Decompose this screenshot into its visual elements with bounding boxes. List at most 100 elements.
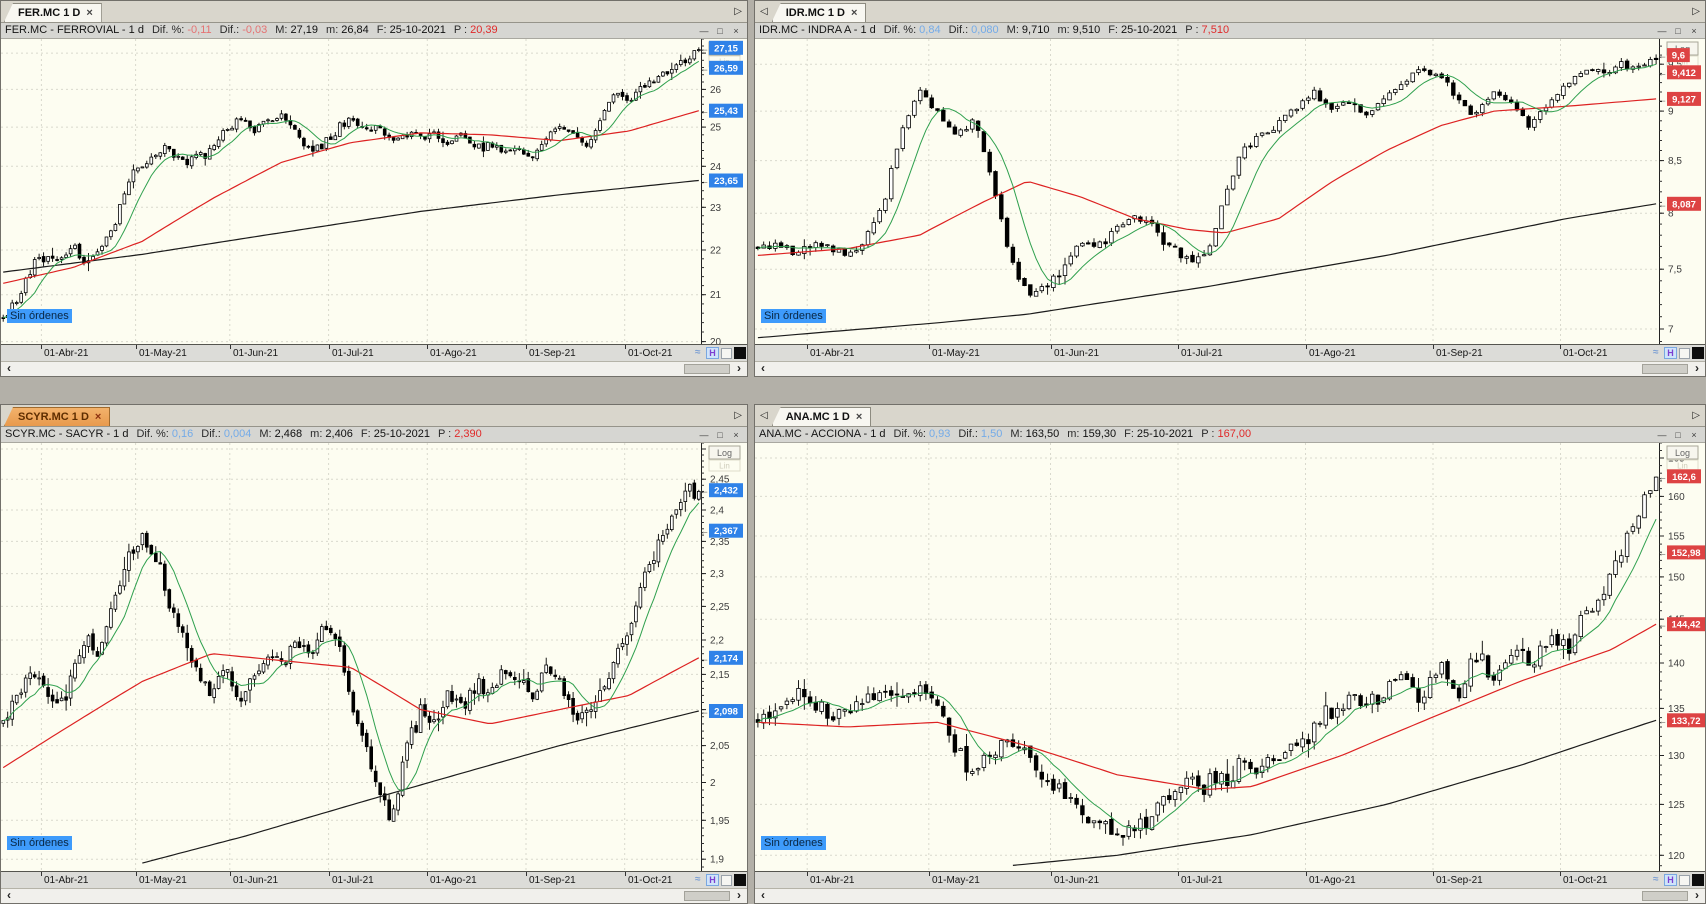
page-icon[interactable] <box>721 347 732 359</box>
price-tick-label: 8,5 <box>1668 156 1682 167</box>
price-tick-label: 150 <box>1668 572 1685 583</box>
horizontal-scrollbar[interactable]: ‹ › <box>755 888 1705 903</box>
chart-area[interactable]: 2,52,452,42,352,32,252,22,152,12,0521,95… <box>1 443 747 871</box>
grid-lines <box>1 39 701 344</box>
page-icon[interactable] <box>721 874 732 886</box>
tab-ana[interactable]: ANA.MC 1 D × <box>771 407 872 426</box>
wave-icon[interactable]: ≈ <box>694 347 701 358</box>
info-field-value: 2,390 <box>454 428 482 440</box>
info-field-value: 0,93 <box>928 428 951 440</box>
price-marker-arrow-icon: ← <box>700 176 709 186</box>
tab-nav-right-icon[interactable]: ▷ <box>1692 410 1700 421</box>
tab-bar: SCYR.MC 1 D × ▷ <box>1 405 747 427</box>
tab-nav-left-icon[interactable]: ◁ <box>760 410 768 421</box>
tab-close-icon[interactable]: × <box>86 7 93 19</box>
chart-area[interactable]: 165160155150145140135130125120LogLin←162… <box>755 443 1705 871</box>
wave-icon[interactable]: ≈ <box>1652 874 1659 885</box>
scroll-right-arrow[interactable]: › <box>1695 888 1699 902</box>
date-tick-label: 01-Sep-21 <box>1436 875 1483 886</box>
price-tick-label: 2,35 <box>710 537 730 548</box>
horizontal-scrollbar[interactable]: ‹ › <box>1 361 747 376</box>
info-field: M: 2,468 <box>259 427 302 442</box>
tab-label: FER.MC 1 D <box>18 7 81 19</box>
minimize-button[interactable]: — <box>699 429 709 440</box>
chart-area[interactable]: 9,598,587,57LogLin←9,6←9,412←9,127←8,087… <box>755 39 1705 344</box>
save-icon[interactable]: H <box>1664 874 1677 886</box>
tab-idr[interactable]: IDR.MC 1 D × <box>771 3 867 22</box>
price-chart-svg[interactable]: 2,52,452,42,352,32,252,22,152,12,0521,95… <box>1 443 747 871</box>
scroll-left-arrow[interactable]: ‹ <box>7 888 11 902</box>
price-chart-svg[interactable]: 165160155150145140135130125120LogLin←162… <box>755 443 1705 871</box>
scroll-left-arrow[interactable]: ‹ <box>761 888 765 902</box>
info-field: P :167,00 <box>1201 427 1251 442</box>
chart-area[interactable]: 2726252423222120LogLin←27,15←26,59←25,43… <box>1 39 747 344</box>
scroll-right-arrow[interactable]: › <box>1695 361 1699 375</box>
black-square-icon[interactable] <box>734 347 746 359</box>
minimize-button[interactable]: — <box>1657 429 1667 440</box>
close-button[interactable]: × <box>733 429 739 440</box>
ma-long-line <box>757 203 1657 339</box>
maximize-button[interactable]: □ <box>1675 429 1681 440</box>
save-icon[interactable]: H <box>1664 347 1677 359</box>
minimize-button[interactable]: — <box>699 25 709 36</box>
page-icon[interactable] <box>1679 874 1690 886</box>
black-square-icon[interactable] <box>1692 347 1704 359</box>
info-field: F: 25-10-2021 <box>1124 427 1193 442</box>
save-icon[interactable]: H <box>706 874 719 886</box>
wave-icon[interactable]: ≈ <box>694 874 701 885</box>
save-icon[interactable]: H <box>706 347 719 359</box>
chart-window-ana: ◁ ANA.MC 1 D × ▷ ANA.MC - ACCIONA - 1 d Dif. … <box>754 404 1706 904</box>
maximize-button[interactable]: □ <box>717 25 723 36</box>
scroll-thumb[interactable] <box>1642 364 1688 374</box>
price-axis[interactable]: 9,5 9 8,5 8 7,5 7 <box>1659 39 1682 344</box>
scroll-right-arrow[interactable]: › <box>737 361 741 375</box>
tab-close-icon[interactable]: × <box>855 411 863 423</box>
close-button[interactable]: × <box>1691 429 1697 440</box>
maximize-button[interactable]: □ <box>1675 25 1681 36</box>
scroll-left-arrow[interactable]: ‹ <box>761 361 765 375</box>
tab-nav-right-icon[interactable]: ▷ <box>734 6 742 17</box>
tab-close-icon[interactable]: × <box>94 411 102 423</box>
black-square-icon[interactable] <box>1692 874 1704 886</box>
info-field-label: M: <box>259 428 272 440</box>
tab-scyr[interactable]: SCYR.MC 1 D × <box>4 407 111 426</box>
log-scale-button[interactable]: Log Lin <box>1666 445 1699 472</box>
price-marker-value: 9,412 <box>1672 68 1696 79</box>
info-field-label: Dif.: <box>219 24 240 36</box>
scroll-thumb[interactable] <box>684 891 730 901</box>
candles-layer <box>755 54 1659 298</box>
log-scale-button[interactable]: Log Lin <box>708 445 741 472</box>
scroll-left-arrow[interactable]: ‹ <box>7 361 11 375</box>
tab-nav-right-icon[interactable]: ▷ <box>1692 6 1700 17</box>
chart-window-scyr: SCYR.MC 1 D × ▷ SCYR.MC - SACYR - 1 d Dif. %… <box>0 404 748 904</box>
price-chart-svg[interactable]: 9,598,587,57LogLin←9,6←9,412←9,127←8,087 <box>755 39 1705 344</box>
horizontal-scrollbar[interactable]: ‹ › <box>1 888 747 903</box>
price-axis[interactable]: 165160155150145140135130125120 <box>1659 443 1685 871</box>
tab-fer[interactable]: FER.MC 1 D × <box>4 3 102 22</box>
tab-nav-right-icon[interactable]: ▷ <box>734 410 742 421</box>
date-tick <box>1178 345 1179 349</box>
price-tick-label: 20 <box>710 337 722 344</box>
minimize-button[interactable]: — <box>1657 25 1667 36</box>
info-field: m: 2,406 <box>310 427 353 442</box>
scroll-right-arrow[interactable]: › <box>737 888 741 902</box>
maximize-button[interactable]: □ <box>717 429 723 440</box>
wave-icon[interactable]: ≈ <box>1652 347 1659 358</box>
black-square-icon[interactable] <box>734 874 746 886</box>
date-tick <box>427 345 428 349</box>
close-button[interactable]: × <box>1691 25 1697 36</box>
page-icon[interactable] <box>1679 347 1690 359</box>
price-marker: ← 2,174 <box>700 650 743 665</box>
tab-nav-left-icon[interactable]: ◁ <box>760 6 768 17</box>
price-chart-svg[interactable]: 2726252423222120LogLin←27,15←26,59←25,43… <box>1 39 747 344</box>
close-button[interactable]: × <box>733 25 739 36</box>
date-tick <box>1306 345 1307 349</box>
horizontal-scrollbar[interactable]: ‹ › <box>755 361 1705 376</box>
ma-long-line <box>1012 719 1657 866</box>
price-axis[interactable]: 2726252423222120 <box>701 39 722 344</box>
scroll-thumb[interactable] <box>684 364 730 374</box>
scroll-thumb[interactable] <box>1642 891 1688 901</box>
tab-close-icon[interactable]: × <box>850 7 858 19</box>
price-marker: ← 27,15 <box>700 40 743 55</box>
date-tick <box>929 872 930 876</box>
